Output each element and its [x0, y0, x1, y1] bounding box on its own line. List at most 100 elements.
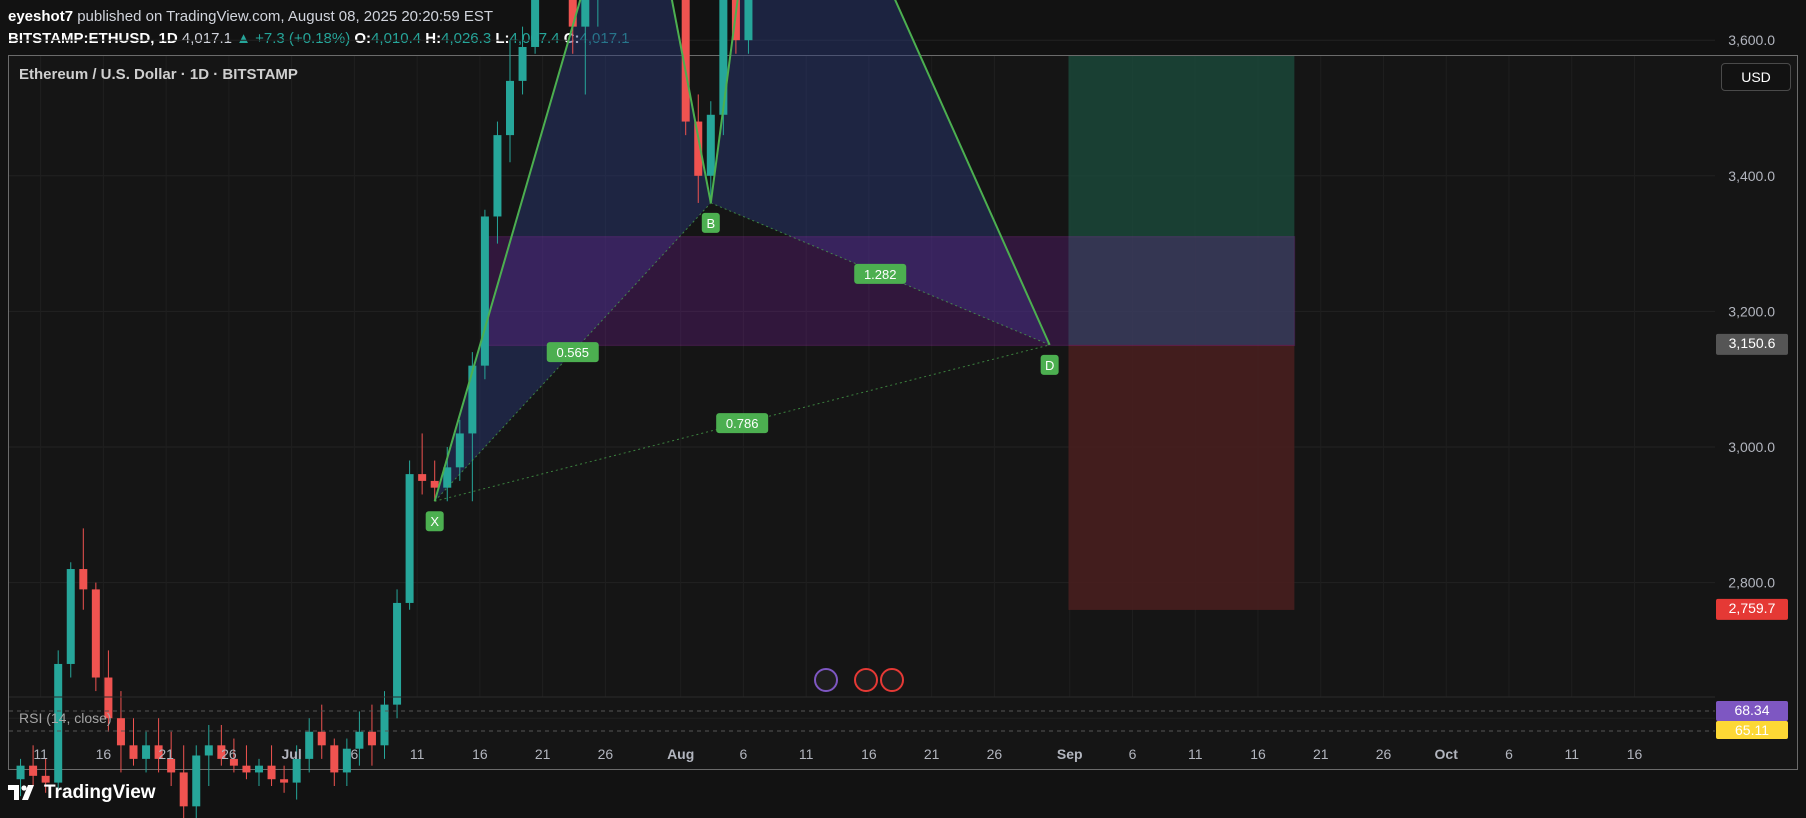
- x-tick-label: 21: [924, 746, 940, 762]
- candle-body: [330, 745, 339, 773]
- x-tick-label: 26: [987, 746, 1003, 762]
- pattern-leg: [670, 0, 712, 204]
- y-tick-label: 3,400.0: [1728, 168, 1775, 184]
- candle-body: [229, 758, 238, 766]
- overlay-areas: [434, 0, 1296, 610]
- x-tick-label: 21: [535, 746, 551, 762]
- pattern-point-b-bg: [701, 212, 720, 233]
- axes: 4,200.03,800.03,600.03,400.03,200.03,000…: [33, 32, 1775, 762]
- candle-body: [217, 745, 226, 759]
- open-value: 4,010.4: [371, 30, 422, 47]
- change-up-icon: ▲: [236, 30, 251, 47]
- y-tick-label: 3,000.0: [1728, 439, 1775, 455]
- pattern-point-b: B: [706, 216, 715, 231]
- candle-body: [405, 474, 414, 603]
- pattern-leg: [433, 0, 582, 502]
- x-tick-label: 11: [33, 746, 48, 762]
- chart-header: eyeshot7 published on TradingView.com, A…: [8, 6, 630, 50]
- author-name[interactable]: eyeshot7: [8, 8, 74, 25]
- tradingview-logo[interactable]: TradingView: [8, 782, 156, 804]
- candle-body: [91, 589, 100, 678]
- candle-body: [443, 467, 452, 488]
- open-label: O:: [354, 30, 372, 47]
- pattern-point-d-bg: [1040, 354, 1059, 375]
- x-tick-label: 6: [1129, 746, 1137, 762]
- pattern-point-x-bg: [425, 511, 444, 532]
- candle-body: [506, 80, 514, 136]
- lightning-event-icon: [814, 668, 838, 692]
- symbol-name: BITSTAMP:ETHUSD, 1D: [8, 30, 178, 47]
- x-tick-label: 21: [158, 746, 174, 762]
- candle-body: [29, 765, 38, 776]
- candle-body: [255, 765, 263, 773]
- event-icons[interactable]: [814, 668, 904, 692]
- stop-area: [1068, 344, 1295, 610]
- candle-body: [518, 46, 527, 81]
- x-tick-label: Jul: [282, 746, 302, 762]
- currency-button[interactable]: USD: [1721, 63, 1791, 91]
- candle-body: [681, 0, 690, 122]
- x-tick-label: 16: [96, 746, 112, 762]
- brand-name: TradingView: [44, 782, 156, 803]
- y-tick-label: 3,200.0: [1728, 303, 1775, 319]
- us-flag-event-icon: [854, 668, 878, 692]
- candle-body: [292, 758, 301, 783]
- candle-body: [16, 765, 25, 780]
- candle-body: [744, 0, 753, 41]
- publish-text: published on TradingView.com, August 08,…: [77, 8, 494, 25]
- candle-body: [116, 718, 125, 746]
- bcd-triangle: [710, 0, 1050, 345]
- candle-body: [179, 772, 188, 807]
- us-flag-event-icon: [880, 668, 904, 692]
- candle-body: [355, 731, 364, 749]
- x-tick-label: 16: [861, 746, 877, 762]
- candle-body: [192, 755, 201, 807]
- high-value: 4,026.3: [441, 30, 492, 47]
- candle-body: [706, 114, 715, 176]
- candle-body: [167, 758, 176, 773]
- candle-body: [694, 121, 703, 176]
- pattern-ratio-line: [434, 344, 1050, 502]
- target-area: [1068, 56, 1295, 345]
- chart-frame[interactable]: [8, 55, 1798, 770]
- y-tick-label: 3,600.0: [1728, 32, 1775, 48]
- pattern-ratio-label: 0.786: [726, 416, 759, 431]
- x-tick-label: 16: [472, 746, 488, 762]
- candle-body: [41, 775, 50, 783]
- rsi-value-tag-text: 68.34: [1734, 702, 1769, 718]
- candle-body: [380, 704, 389, 746]
- price-change: +7.3 (+0.18%): [255, 30, 351, 47]
- pattern-leg: [894, 0, 1051, 346]
- candle-body: [342, 748, 351, 773]
- candle-body: [280, 779, 289, 783]
- candle-body: [581, 0, 590, 27]
- rsi-value-tag-bg: [1716, 701, 1788, 721]
- pattern-ratio-label-bg: [854, 263, 907, 284]
- rsi-ma-tag-bg: [1716, 721, 1788, 739]
- x-tick-label: 6: [350, 746, 358, 762]
- candle-body: [480, 216, 489, 366]
- symbol-line: BITSTAMP:ETHUSD, 1D 4,017.1 ▲ +7.3 (+0.1…: [8, 28, 630, 50]
- candle-body: [531, 0, 540, 47]
- pattern-point-x: X: [430, 514, 439, 529]
- close-value: 4,017.1: [579, 30, 630, 47]
- candles: [16, 0, 753, 818]
- pattern-ratio-label: 1.282: [864, 267, 897, 282]
- x-tick-label: 21: [1313, 746, 1329, 762]
- candle-body: [142, 745, 151, 759]
- x-tick-label: Aug: [667, 746, 694, 762]
- demand-zone: [484, 236, 1296, 347]
- candle-body: [418, 474, 427, 481]
- x-tick-label: 26: [221, 746, 237, 762]
- candle-body: [719, 0, 728, 115]
- stop-price-tag-bg: [1716, 598, 1788, 620]
- candle-body: [104, 677, 113, 719]
- x-tick-label: 26: [1376, 746, 1392, 762]
- x-tick-label: 26: [598, 746, 614, 762]
- candle-body: [267, 765, 276, 780]
- x-tick-label: 16: [1627, 746, 1643, 762]
- candle-body: [493, 135, 502, 217]
- rsi-ma-tag-text: 65.11: [1735, 722, 1769, 738]
